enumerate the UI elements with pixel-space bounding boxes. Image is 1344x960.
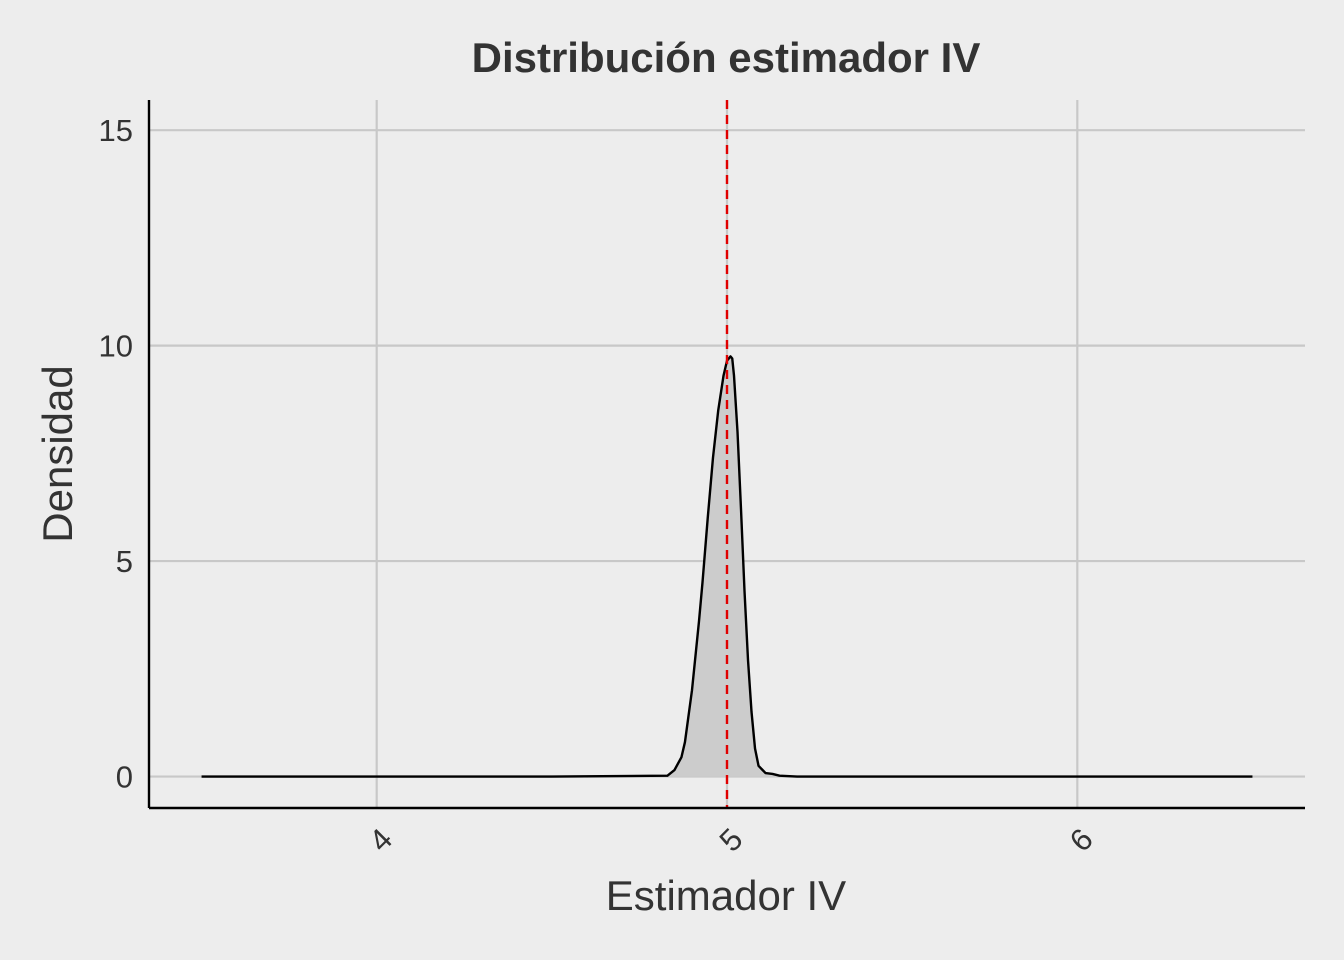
y-tick-label-0: 0 [116, 760, 133, 795]
plot-marks [201, 100, 1253, 808]
axes [147, 100, 1305, 810]
chart-title: Distribución estimador IV [472, 34, 981, 81]
y-tick-label-2: 10 [99, 329, 133, 364]
density-line [201, 355, 1253, 778]
x-axis-title: Estimador IV [606, 872, 846, 919]
y-tick-label-1: 5 [116, 544, 133, 579]
y-tick-label-3: 15 [99, 113, 133, 148]
y-axis-title: Densidad [34, 365, 81, 542]
